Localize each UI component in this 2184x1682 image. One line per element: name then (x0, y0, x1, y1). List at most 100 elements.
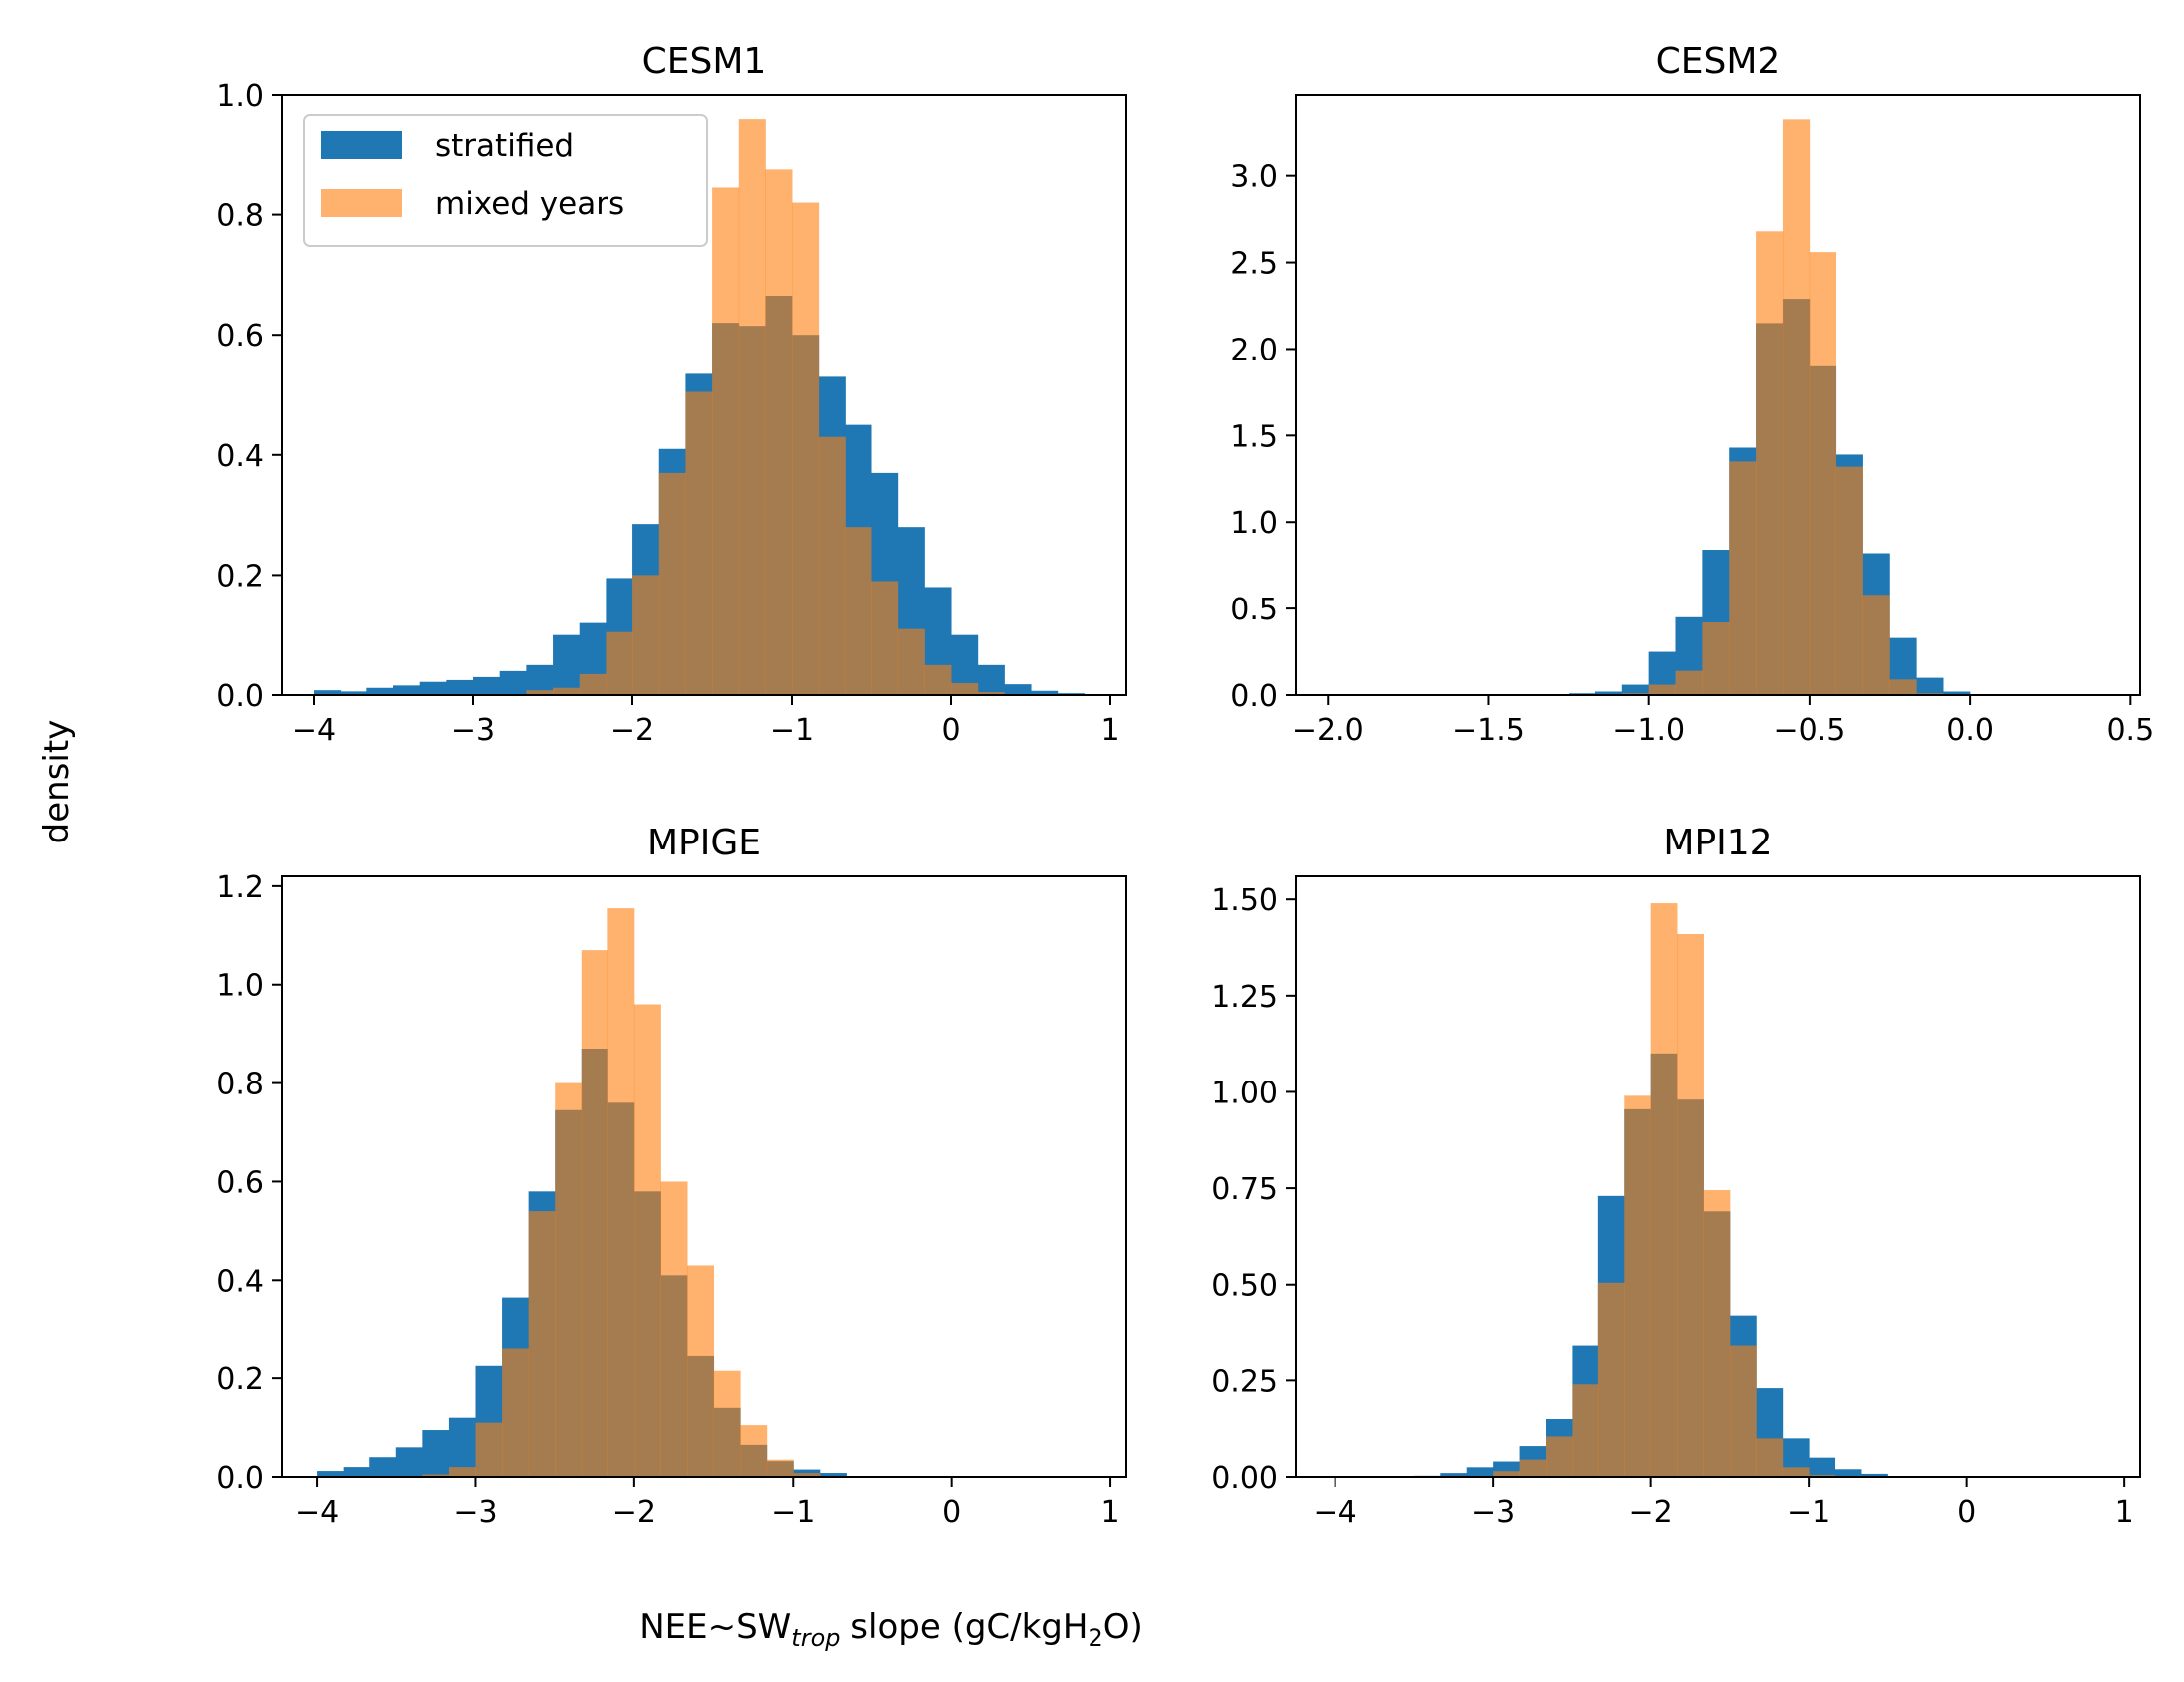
x-tick-label: −1 (770, 713, 814, 748)
bar-mixed (422, 1474, 450, 1477)
bar-mixed (528, 1211, 556, 1477)
panel-cesm2: −2.0 −1.5 −1.0 −0.5 0.0 0.5 0.0 0.5 1.0 1.5 2.0 2.5… (1230, 41, 2154, 748)
panel-title: CESM1 (642, 41, 767, 82)
y-tick-label: 1.5 (1230, 419, 1278, 454)
bar-mixed (818, 436, 846, 695)
bar-mixed (1756, 1438, 1784, 1477)
bar-mixed (502, 1348, 530, 1477)
bar-mixed (632, 575, 660, 695)
bar-mixed (1756, 231, 1784, 695)
bar-stratified (366, 687, 394, 695)
x-axis-label: NEE~SWtrop slope (gC/kgH2O) (639, 1607, 1143, 1652)
y-tick-label: 0.6 (216, 319, 264, 354)
bar-mixed (766, 1459, 794, 1477)
bar-stratified (340, 691, 367, 695)
bar-mixed (1782, 119, 1811, 695)
bar-mixed (1677, 933, 1704, 1477)
bar-stratified (446, 679, 474, 695)
bar-stratified (499, 670, 527, 695)
x-tick-label: 0 (1957, 1495, 1976, 1530)
bar-mixed (951, 682, 979, 695)
x-tick-label: 1 (1100, 713, 1119, 748)
bar-mixed (1729, 461, 1757, 695)
y-tick-label: 0.2 (216, 559, 264, 594)
x-tick-label: −4 (295, 1495, 339, 1530)
axes-frame (1295, 94, 2141, 696)
x-tick-label: −2 (1629, 1495, 1673, 1530)
bar-stratified (317, 1471, 345, 1477)
bar-stratified (1594, 691, 1623, 695)
bar-stratified (1916, 677, 1944, 695)
bar-mixed (658, 472, 686, 695)
bar-mixed (1675, 670, 1703, 695)
x-label-rest: slope (gC/kgH (841, 1607, 1089, 1647)
x-tick-label: 0.5 (2106, 713, 2154, 748)
bar-mixed (1782, 1467, 1810, 1477)
x-tick-label: 1 (1101, 1495, 1120, 1530)
y-tick-label: 0.6 (216, 1165, 264, 1200)
y-tick-label: 0.4 (216, 439, 264, 474)
series-mixed (422, 908, 821, 1477)
x-tick-label: −1 (771, 1495, 815, 1530)
bar-mixed (660, 1181, 688, 1477)
panel-title: CESM2 (1656, 41, 1781, 82)
x-tick-label: −1 (1787, 1495, 1830, 1530)
y-tick-label: 0.0 (1230, 679, 1278, 714)
bar-stratified (369, 1457, 397, 1477)
y-tick-label: 0.0 (216, 679, 264, 714)
bar-stratified (1861, 1473, 1888, 1477)
x-label-subscript: trop (791, 1624, 840, 1652)
y-tick-label: 0.8 (216, 1068, 264, 1102)
x-tick-label: 0.0 (1946, 713, 1994, 748)
y-tick-label: 1.2 (216, 870, 264, 905)
bar-stratified (1943, 691, 1971, 695)
bar-stratified (977, 664, 1005, 695)
x-label-end: O) (1103, 1607, 1143, 1647)
y-tick-label: 0.5 (1230, 593, 1278, 627)
x-tick-label: −2 (610, 713, 654, 748)
series-mixed (1621, 119, 1944, 695)
bar-stratified (422, 1430, 450, 1477)
series-mixed (1493, 903, 1836, 1477)
x-label-subscript-2: 2 (1088, 1624, 1102, 1652)
panel-title: MPIGE (647, 823, 761, 863)
bar-mixed (1572, 1384, 1599, 1477)
bar-stratified (1809, 1457, 1836, 1477)
y-tick-label: 2.0 (1230, 333, 1278, 367)
y-tick-label: 0.50 (1211, 1269, 1278, 1304)
y-tick-label: 1.00 (1211, 1076, 1278, 1110)
bar-mixed (553, 687, 581, 695)
x-tick-label: −3 (451, 713, 495, 748)
bar-mixed (1648, 684, 1676, 695)
bar-stratified (1440, 1473, 1468, 1477)
x-tick-label: −1.5 (1452, 713, 1525, 748)
bar-stratified (395, 1447, 423, 1477)
y-tick-label: 3.0 (1230, 160, 1278, 195)
y-tick-label: 0.25 (1211, 1364, 1278, 1399)
bar-mixed (1835, 466, 1863, 695)
bar-stratified (819, 1473, 847, 1477)
panel-title: MPI12 (1663, 823, 1772, 863)
x-tick-label: −4 (292, 713, 336, 748)
bar-mixed (897, 628, 925, 695)
y-tick-label: 1.0 (216, 79, 264, 114)
x-tick-label: −0.5 (1773, 713, 1845, 748)
y-tick-label: 0.00 (1211, 1461, 1278, 1496)
bar-mixed (1545, 1436, 1573, 1477)
bar-mixed (765, 169, 793, 696)
axes-frame (281, 94, 1127, 696)
legend: stratified mixed years (303, 114, 708, 247)
bar-mixed (1702, 622, 1730, 695)
legend-swatch-stratified (321, 131, 402, 159)
bar-mixed (792, 202, 820, 696)
x-tick-label: −2.0 (1292, 713, 1364, 748)
bar-stratified (419, 681, 447, 695)
legend-frame (303, 114, 708, 247)
x-tick-label: 0 (941, 713, 960, 748)
bar-stratified (1004, 684, 1032, 695)
bar-mixed (712, 187, 740, 695)
y-tick-label: 1.25 (1211, 980, 1278, 1015)
legend-label-mixed: mixed years (435, 186, 624, 222)
y-tick-label: 2.5 (1230, 247, 1278, 282)
